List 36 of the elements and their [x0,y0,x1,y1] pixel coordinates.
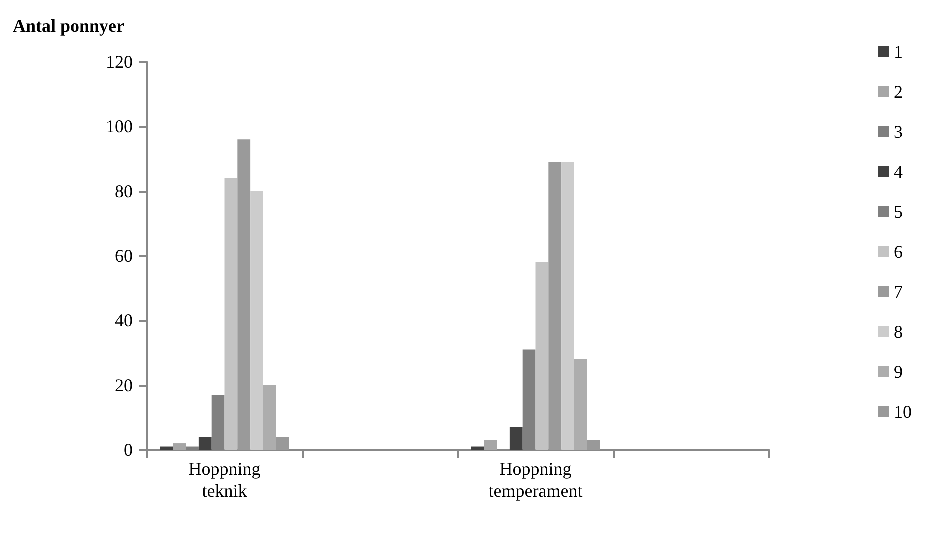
y-tick-label: 120 [106,52,133,72]
bar [471,446,484,450]
legend-label: 7 [894,282,903,302]
legend-label: 5 [894,202,903,222]
bar [173,444,186,450]
y-tick-label: 0 [124,440,133,460]
bar [160,446,174,450]
x-tick-label: Hoppning teknik [188,459,261,501]
bar [250,191,264,450]
y-tick-label: 80 [115,181,133,202]
bar [536,262,549,450]
legend-label: 3 [894,122,903,142]
bar [276,437,290,450]
legend-label: 8 [894,322,903,342]
x-tick-label: Hoppning temperament [488,459,583,501]
legend-label: 2 [894,82,903,102]
bar [587,440,600,450]
legend-label: 1 [894,42,903,62]
bar [224,178,238,450]
bar [198,437,212,450]
y-tick-label: 60 [115,246,133,266]
bar [510,427,523,450]
bar [484,440,498,450]
y-tick-label: 20 [115,375,133,396]
legend-label: 9 [894,362,903,382]
y-tick-label: 40 [115,310,133,331]
legend-label: 10 [894,402,912,422]
bar [574,359,588,450]
bar [562,162,574,450]
legend-label: 6 [894,242,903,262]
bar [548,162,562,450]
y-axis-title: Antal ponnyer [13,16,125,36]
bar [263,385,276,450]
legend-label: 4 [894,162,903,182]
y-tick-label: 100 [106,116,133,137]
bar [238,140,251,450]
